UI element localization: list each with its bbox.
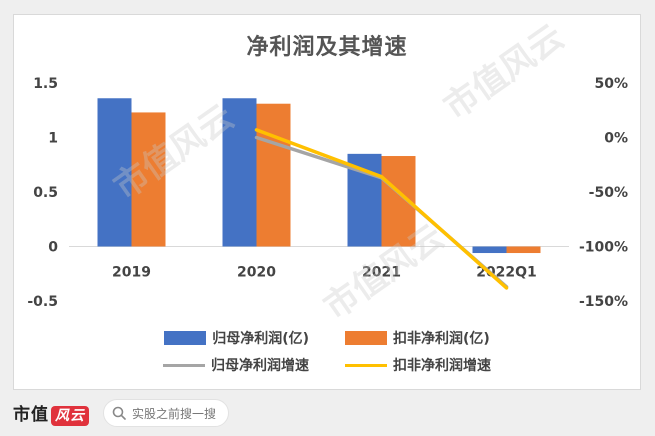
chart-title: 净利润及其增速	[246, 35, 408, 60]
legend-item-bar1: 归母净利润(亿)	[164, 328, 309, 348]
brand-text: 市值	[13, 405, 49, 425]
chart-card: 净利润及其增速 1.5 1 0.5 0 -0.5 50% 0% -50% -100% -150% 2…	[13, 14, 641, 390]
legend-item-line2: 扣非净利润增速	[345, 355, 491, 375]
y-left-tick-label: -0.5	[27, 294, 58, 310]
bar-2	[506, 246, 541, 254]
legend-swatch-line1	[163, 363, 205, 367]
legend-item-bar2: 扣非净利润(亿)	[345, 328, 490, 348]
x-tick-label: 2021	[362, 265, 401, 281]
chart-plot: 1.5 1 0.5 0 -0.5 50% 0% -50% -100% -150% 2019 2020 2…	[27, 76, 628, 310]
legend-swatch-bar2	[345, 331, 387, 345]
y-right-tick-label: -100%	[579, 240, 628, 256]
series-line-2	[254, 128, 509, 290]
bar-1	[97, 98, 132, 247]
bar-2	[131, 112, 166, 247]
bar-1	[222, 98, 257, 247]
legend-item-line1: 归母净利润增速	[163, 355, 309, 375]
y-right-tick-label: -150%	[579, 294, 628, 310]
legend-swatch-line2	[345, 363, 387, 367]
x-tick-label: 2020	[237, 265, 276, 281]
y-right-tick-label: -50%	[589, 185, 628, 201]
legend-row-bars: 归母净利润(亿) 扣非净利润(亿)	[14, 328, 640, 348]
bar-2	[256, 103, 291, 247]
legend-label-line1: 归母净利润增速	[211, 358, 309, 374]
legend-label-bar1: 归母净利润(亿)	[212, 331, 309, 347]
y-left-tick-label: 1	[48, 131, 58, 147]
bar-1	[472, 246, 507, 254]
legend-label-line2: 扣非净利润增速	[393, 358, 491, 374]
x-tick-label: 2019	[112, 265, 151, 281]
y-right-tick-label: 0%	[604, 131, 628, 147]
search-placeholder: 实股之前搜一搜	[132, 406, 217, 421]
y-right-tick-label: 50%	[594, 76, 628, 92]
search-box[interactable]: 实股之前搜一搜	[103, 399, 230, 427]
footer-bar: 市值 风云 实股之前搜一搜	[13, 398, 413, 428]
legend-label-bar2: 扣非净利润(亿)	[393, 331, 490, 347]
legend-swatch-bar1	[164, 331, 207, 345]
y-left-tick-label: 1.5	[33, 76, 58, 92]
search-icon	[112, 406, 126, 420]
brand-mark: 风云	[51, 406, 89, 426]
legend-row-lines: 归母净利润增速 扣非净利润增速	[14, 355, 640, 375]
y-left-tick-label: 0	[48, 240, 58, 256]
brand-logo: 市值 风云	[13, 400, 89, 426]
y-left-tick-label: 0.5	[33, 185, 58, 201]
